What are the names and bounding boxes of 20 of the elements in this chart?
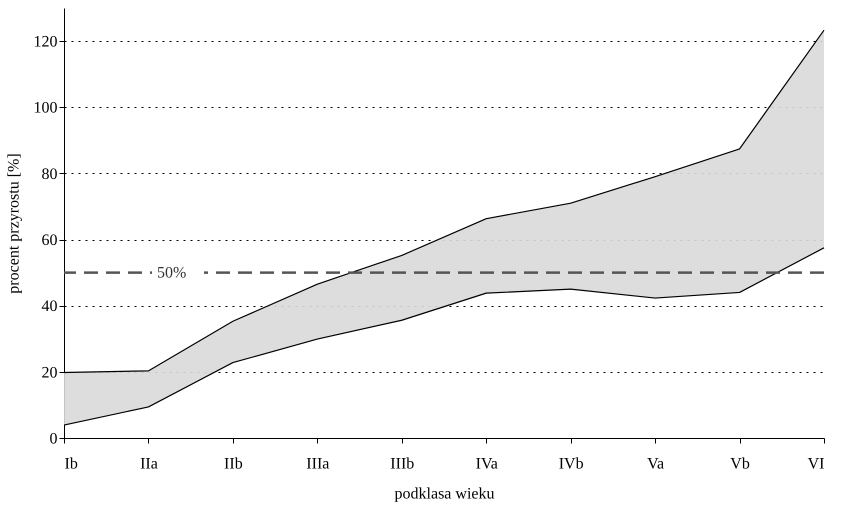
x-tick-label: IIb <box>224 456 243 472</box>
x-axis-title: podklasa wieku <box>394 486 494 502</box>
x-tick-label: IVa <box>476 456 498 472</box>
y-tick-label: 40 <box>42 298 58 316</box>
x-tick-label: Va <box>647 456 664 472</box>
y-tick-label: 0 <box>50 430 58 448</box>
x-tick-label: VI <box>808 456 824 472</box>
x-tick-label: IIIb <box>390 456 414 472</box>
y-tick-label: 80 <box>42 166 58 183</box>
x-tick-label: IVb <box>558 456 584 472</box>
ref-line-label: 50% <box>157 264 186 282</box>
x-tick-label: Ib <box>64 456 78 472</box>
x-tick-label: IIIa <box>306 456 330 472</box>
x-tick-label: Vb <box>730 456 750 472</box>
y-tick-label: 60 <box>42 232 58 250</box>
y-tick-label: 120 <box>34 34 58 51</box>
x-tick-label: IIa <box>140 456 158 472</box>
y-tick-label: 20 <box>42 364 58 382</box>
y-tick-label: 100 <box>34 100 58 117</box>
y-axis-title: procent przyrostu [%] <box>6 153 22 294</box>
